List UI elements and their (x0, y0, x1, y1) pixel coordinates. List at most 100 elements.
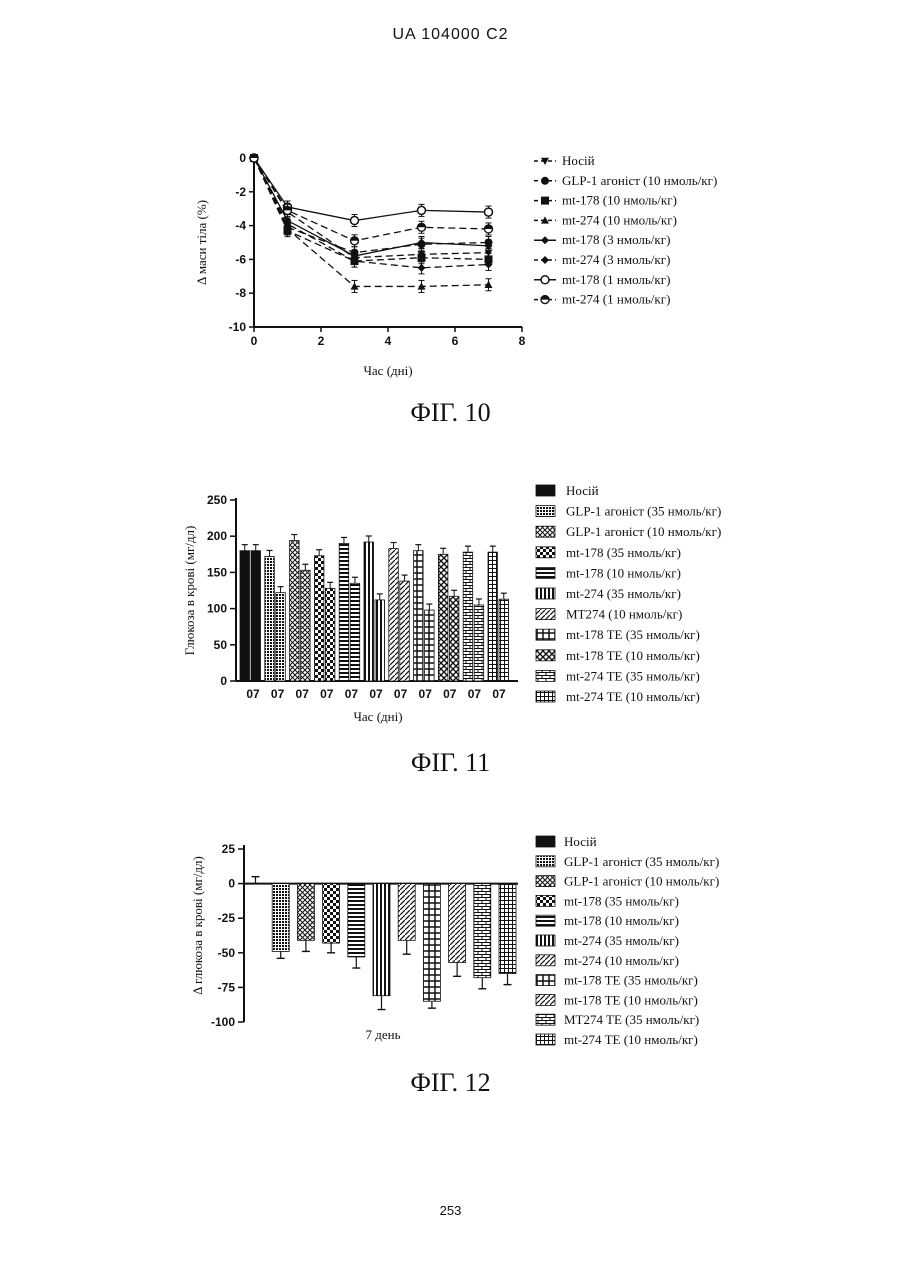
data-point (250, 154, 258, 162)
y-tick-label: -75 (218, 980, 236, 994)
bar (350, 583, 360, 681)
legend-marker (541, 197, 549, 205)
bar (373, 884, 390, 996)
page-number: 253 (0, 1203, 901, 1218)
x-tick-label: 4 (385, 334, 392, 348)
legend-swatch (536, 955, 555, 966)
legend-swatch (536, 629, 555, 640)
y-tick-label: -6 (235, 252, 246, 266)
legend-label: mt-274 TE (10 нмоль/кг) (564, 1032, 698, 1047)
legend-swatch (536, 836, 555, 847)
legend-label: mt-274 (3 нмоль/кг) (562, 252, 670, 267)
data-point (284, 206, 292, 214)
legend-swatch (536, 915, 555, 926)
legend-swatch (536, 609, 555, 620)
legend-label: GLP-1 агоніст (10 нмоль/кг) (562, 173, 717, 188)
y-tick-label: 0 (239, 151, 246, 165)
y-tick-label: 200 (207, 529, 227, 543)
x-tick-label: 07 (443, 687, 457, 701)
y-tick-label: 150 (207, 565, 227, 579)
bar (463, 552, 473, 681)
x-tick-label: 07 (320, 687, 334, 701)
x-tick-label: 07 (468, 687, 482, 701)
x-tick-label: 07 (394, 687, 408, 701)
x-axis-label: 7 день (365, 1027, 400, 1042)
legend-label: mt-274 (35 нмоль/кг) (566, 586, 681, 601)
legend-swatch (536, 547, 555, 558)
legend-label: mt-274 (35 нмоль/кг) (564, 933, 679, 948)
bar (488, 552, 498, 681)
legend-label: mt-178 (10 нмоль/кг) (562, 193, 677, 208)
x-tick-label: 07 (419, 687, 433, 701)
bar (499, 884, 516, 974)
y-tick-label: 0 (220, 674, 227, 688)
figure-11-label: ФІГ. 11 (0, 748, 901, 778)
y-tick-label: -25 (218, 911, 236, 925)
bar (449, 884, 466, 963)
bar (339, 543, 349, 681)
legend-marker (541, 256, 549, 264)
legend-label: mt-178 TE (35 нмоль/кг) (566, 627, 700, 642)
y-tick-label: -2 (235, 185, 246, 199)
data-point (485, 225, 493, 233)
bar (389, 549, 399, 681)
bar (398, 884, 415, 941)
bar (314, 556, 324, 681)
x-tick-label: 6 (452, 334, 459, 348)
y-tick-label: -100 (211, 1015, 235, 1029)
figure-12-label: ФІГ. 12 (0, 1068, 901, 1098)
bar (323, 884, 340, 944)
legend-marker (541, 276, 549, 284)
bar (375, 600, 385, 681)
y-tick-label: 50 (214, 638, 228, 652)
x-axis-label: Час (дні) (363, 363, 412, 378)
bar (449, 596, 459, 681)
legend-label: GLP-1 агоніст (10 нмоль/кг) (564, 874, 719, 889)
bar (297, 884, 314, 941)
legend-label: GLP-1 агоніст (35 нмоль/кг) (566, 504, 721, 519)
y-tick-label: -4 (235, 219, 246, 233)
legend-swatch (536, 567, 555, 578)
bar (251, 551, 261, 681)
data-point (351, 237, 359, 245)
legend-swatch (536, 506, 555, 517)
legend-label: mt-178 (35 нмоль/кг) (564, 893, 679, 908)
legend-label: Носій (564, 834, 597, 849)
legend-marker (541, 177, 549, 185)
legend-swatch (536, 994, 555, 1005)
y-axis-label: Δ глюкоза в крові (мг/дл) (190, 856, 205, 995)
legend-label: mt-274 TE (35 нмоль/кг) (566, 668, 700, 683)
data-point (418, 264, 426, 272)
legend-label: mt-178 (1 нмоль/кг) (562, 272, 670, 287)
legend-label: mt-178 (35 нмоль/кг) (566, 545, 681, 560)
legend-swatch (536, 691, 555, 702)
figure-11-bar-chart: 050100150200250НосійGLP-1 агоніст (35 нм… (182, 483, 721, 724)
bar (400, 581, 410, 681)
legend-swatch (536, 526, 555, 537)
x-axis-label: Час (дні) (353, 709, 402, 724)
figure-10-line-chart: 0-2-4-6-8-1002468Час (дні)Δ маси тіла (%… (194, 151, 717, 378)
y-axis-label: Глюкоза в крові (мг/дл) (182, 526, 197, 656)
legend-label: MT274 (10 нмоль/кг) (566, 607, 682, 622)
y-tick-label: -50 (218, 946, 236, 960)
legend-label: mt-178 TE (35 нмоль/кг) (564, 973, 698, 988)
figure-12-bar-chart: 250-25-50-75-100НосійGLP-1 агоніст (35 н… (190, 834, 719, 1047)
bar (414, 551, 424, 681)
legend-marker (541, 296, 549, 304)
legend-label: mt-274 (10 нмоль/кг) (564, 953, 679, 968)
y-tick-label: 250 (207, 493, 227, 507)
legend-label: GLP-1 агоніст (35 нмоль/кг) (564, 854, 719, 869)
bar (272, 884, 289, 952)
legend-label: mt-178 (10 нмоль/кг) (564, 913, 679, 928)
bar (265, 556, 275, 681)
legend-label: mt-178 TE (10 нмоль/кг) (566, 648, 700, 663)
bar (474, 605, 484, 681)
legend-swatch (536, 856, 555, 867)
y-axis-label: Δ маси тіла (%) (194, 200, 209, 285)
data-point (418, 223, 426, 231)
bar (423, 884, 440, 1002)
data-point (351, 217, 359, 225)
bar (425, 610, 435, 681)
figure-10-label: ФІГ. 10 (0, 398, 901, 428)
y-tick-label: 100 (207, 602, 227, 616)
